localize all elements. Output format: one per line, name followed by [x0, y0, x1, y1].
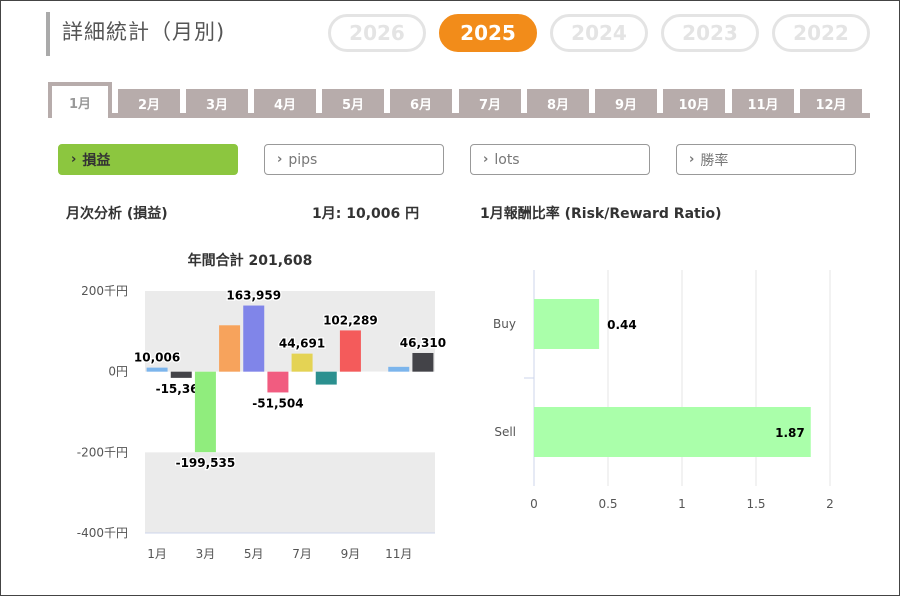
- x-tick-label: 1月: [147, 547, 167, 561]
- data-label: 1.87: [775, 426, 805, 440]
- bar-sell: [534, 407, 811, 457]
- year-button-2026[interactable]: 2026: [328, 14, 426, 52]
- monthly-pnl-chart: 年間合計 201,608 200千円 0円 -200千円 -400千円 10,006 -15…: [77, 252, 448, 561]
- y-tick-label: 0円: [108, 365, 128, 379]
- bar-month-8: [315, 371, 337, 385]
- tab-month-8[interactable]: 8月: [527, 89, 589, 117]
- year-button-2023[interactable]: 2023: [661, 14, 759, 52]
- bar-buy: [534, 299, 600, 349]
- y-tick-label: 200千円: [81, 284, 128, 298]
- chevron-right-icon: ›: [483, 152, 489, 167]
- data-label: 46,310: [400, 336, 446, 350]
- x-tick-label: 0: [530, 497, 538, 511]
- plot-band-negative: [145, 452, 435, 533]
- x-tick-label: 7月: [292, 547, 312, 561]
- chevron-right-icon: ›: [277, 152, 283, 167]
- monthly-analysis-heading: 月次分析 (損益): [66, 206, 168, 222]
- data-label: 163,959: [226, 289, 281, 303]
- data-label: -199,535: [176, 456, 236, 470]
- year-button-2024[interactable]: 2024: [550, 14, 648, 52]
- x-tick-label: 1.5: [746, 497, 765, 511]
- x-tick-label: 5月: [244, 547, 264, 561]
- plot-band-positive: [145, 291, 435, 372]
- y-tick-label: -200千円: [77, 445, 128, 459]
- month-tabs: 1月 2月 3月 4月 5月 6月 7月 8月 9月 10月 11月 12月: [48, 82, 870, 118]
- y-tick-label: -400千円: [77, 526, 128, 540]
- tab-month-7[interactable]: 7月: [459, 89, 521, 117]
- bar-month-5: [243, 305, 265, 372]
- page-title: 詳細統計（月別): [62, 20, 226, 44]
- risk-reward-heading: 1月報酬比率 (Risk/Reward Ratio): [480, 206, 722, 222]
- data-label: -51,504: [252, 396, 303, 410]
- bar-month-2: [170, 371, 192, 378]
- data-label: 10,006: [134, 351, 180, 365]
- year-button-2022[interactable]: 2022: [772, 14, 870, 52]
- tab-month-5[interactable]: 5月: [322, 89, 384, 117]
- x-tick-label: 1: [678, 497, 686, 511]
- bar-month-9: [339, 330, 361, 372]
- metric-label: 損益: [82, 152, 111, 169]
- x-tick-label: 0.5: [598, 497, 617, 511]
- year-selector: 2026 2025 2024 2023 2022: [328, 14, 883, 52]
- tab-month-10[interactable]: 10月: [663, 89, 725, 117]
- bar-month-4: [219, 325, 241, 372]
- x-tick-label: 9月: [341, 547, 361, 561]
- data-label: 44,691: [279, 337, 325, 351]
- tab-month-4[interactable]: 4月: [254, 89, 316, 117]
- tab-month-2[interactable]: 2月: [118, 89, 180, 117]
- metric-label: 勝率: [700, 152, 729, 169]
- year-button-2025[interactable]: 2025: [439, 14, 537, 52]
- metric-label: pips: [288, 151, 318, 168]
- page-title-block: 詳細統計（月別): [46, 12, 225, 56]
- chart-title: 年間合計 201,608: [188, 252, 313, 269]
- data-label: 102,289: [323, 313, 378, 327]
- metric-button-win-rate[interactable]: › 勝率: [676, 144, 856, 175]
- metric-button-lots[interactable]: › lots: [470, 144, 650, 175]
- data-label: -15,363: [156, 382, 207, 396]
- bar-month-7: [291, 353, 313, 372]
- bar-month-11: [388, 366, 410, 372]
- bar-month-1: [146, 367, 168, 372]
- tab-month-11[interactable]: 11月: [732, 89, 794, 117]
- risk-reward-chart: 0 0.5 1 1.5 2 Buy 0.44 Sell 1.87: [493, 270, 834, 511]
- category-label: Sell: [494, 425, 516, 439]
- bar-month-3: [194, 371, 216, 453]
- metric-button-pips[interactable]: › pips: [264, 144, 444, 175]
- bar-month-12: [412, 352, 434, 372]
- chevron-right-icon: ›: [689, 152, 695, 167]
- tab-month-6[interactable]: 6月: [390, 89, 452, 117]
- metric-button-profit[interactable]: › 損益: [58, 144, 238, 175]
- metric-label: lots: [494, 151, 520, 168]
- x-tick-label: 11月: [385, 547, 412, 561]
- x-tick-label: 3月: [196, 547, 216, 561]
- chevron-right-icon: ›: [71, 152, 77, 167]
- data-label: 0.44: [607, 318, 637, 332]
- monthly-summary: 1月: 10,006 円: [312, 206, 420, 222]
- tab-month-12[interactable]: 12月: [800, 89, 862, 117]
- tab-month-3[interactable]: 3月: [186, 89, 248, 117]
- tab-month-1[interactable]: 1月: [48, 82, 112, 118]
- category-label: Buy: [493, 317, 516, 331]
- tab-month-9[interactable]: 9月: [595, 89, 657, 117]
- plot-band-mid: [145, 371, 435, 453]
- x-tick-label: 2: [826, 497, 834, 511]
- bar-month-6: [267, 371, 289, 393]
